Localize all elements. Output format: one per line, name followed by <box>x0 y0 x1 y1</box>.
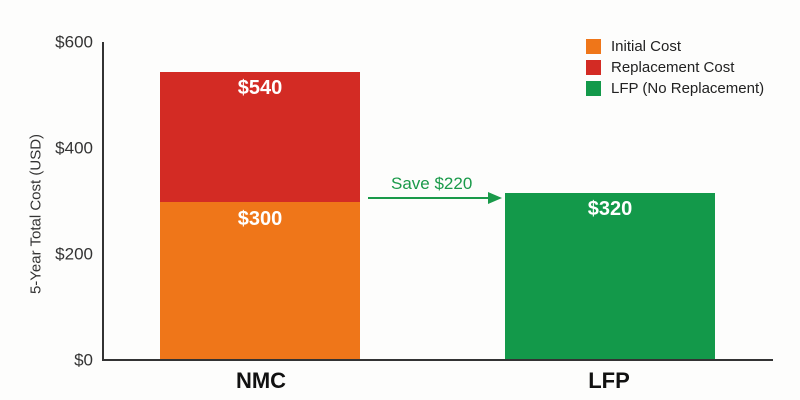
legend-label: Initial Cost <box>611 38 682 55</box>
bar-label-nmc-total: $540 <box>237 77 283 99</box>
y-tick-0: $0 <box>74 350 93 370</box>
bar-label-nmc-initial: $300 <box>237 208 283 230</box>
arrow-right-icon <box>368 192 502 204</box>
legend-label: Replacement Cost <box>611 59 735 76</box>
y-axis-line <box>102 42 104 360</box>
y-axis-label: 5-Year Total Cost (USD) <box>27 133 45 295</box>
bar-nmc-initial: $300 <box>160 202 360 360</box>
legend: Initial Cost Replacement Cost LFP (No Re… <box>586 36 764 99</box>
bar-nmc-replacement: $540 <box>160 72 360 202</box>
legend-swatch-orange <box>586 39 601 54</box>
legend-label: LFP (No Replacement) <box>611 80 765 97</box>
x-category-nmc: NMC <box>235 368 287 393</box>
legend-item-replacement-cost: Replacement Cost <box>586 57 764 78</box>
y-tick-400: $400 <box>55 138 93 158</box>
y-tick-600: $600 <box>55 32 93 52</box>
legend-item-lfp: LFP (No Replacement) <box>586 78 764 99</box>
legend-item-initial-cost: Initial Cost <box>586 36 764 57</box>
y-tick-200: $200 <box>55 244 93 264</box>
x-category-lfp: LFP <box>588 368 630 393</box>
bar-label-lfp-total: $320 <box>587 198 633 220</box>
savings-annotation: Save $220 <box>391 174 473 193</box>
x-axis-line <box>102 359 773 361</box>
bar-lfp: $320 <box>505 193 715 360</box>
legend-swatch-red <box>586 60 601 75</box>
legend-swatch-green <box>586 81 601 96</box>
